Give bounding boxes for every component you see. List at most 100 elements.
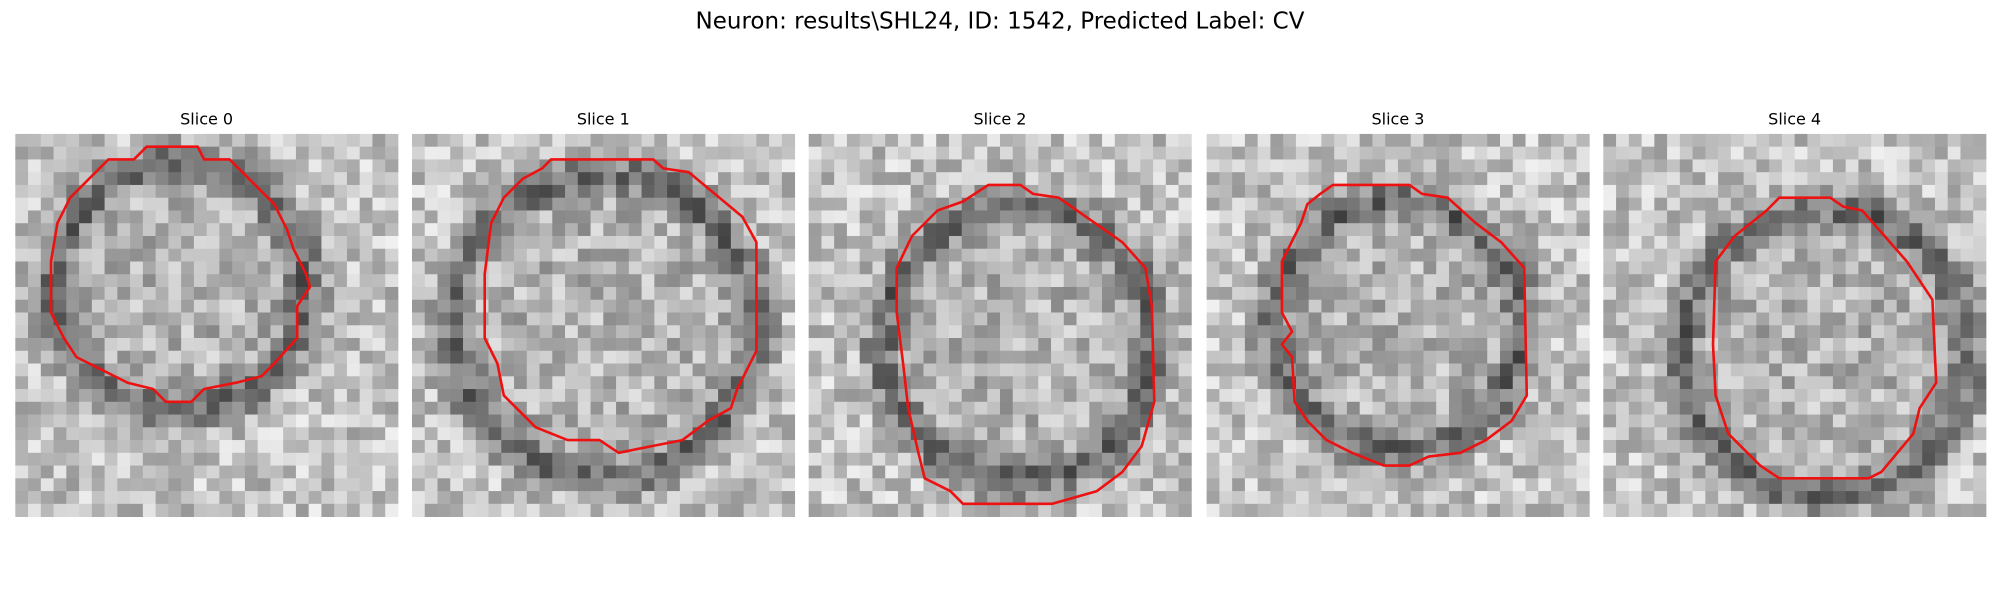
pixel [1127, 338, 1141, 352]
pixel [1232, 159, 1246, 173]
pixel [1000, 261, 1014, 275]
pixel [1448, 286, 1463, 301]
pixel [1102, 440, 1116, 454]
pixel [1525, 401, 1539, 415]
pixel [257, 503, 271, 517]
pixel [181, 478, 195, 492]
pixel [104, 299, 118, 313]
pixel [1769, 452, 1783, 466]
pixel [91, 197, 105, 211]
pixel [1474, 325, 1488, 339]
pixel [1270, 401, 1284, 415]
pixel [1628, 299, 1642, 313]
pixel [987, 465, 1001, 479]
pixel [1244, 338, 1259, 352]
pixel [257, 312, 271, 326]
pixel [1947, 427, 1961, 441]
pixel [1257, 210, 1271, 224]
pixel [1025, 159, 1039, 173]
pixel [1346, 133, 1361, 148]
pixel [219, 223, 233, 237]
pixel [616, 350, 630, 364]
pixel [781, 223, 796, 237]
pixel [1538, 491, 1552, 505]
image-panel [1206, 133, 1590, 517]
pixel [1730, 223, 1745, 237]
pixel [1000, 401, 1014, 415]
pixel [437, 478, 451, 492]
pixel [1487, 210, 1501, 224]
pixel [1718, 172, 1732, 186]
pixel [142, 465, 157, 479]
pixel [155, 223, 169, 237]
pixel [283, 312, 297, 326]
pixel [1960, 261, 1974, 275]
pixel [334, 184, 348, 199]
pixel [1012, 299, 1026, 313]
pixel [808, 210, 822, 224]
pixel [1769, 261, 1783, 275]
pixel [1832, 363, 1847, 377]
pixel [936, 223, 950, 237]
pixel [859, 261, 873, 275]
pixel [1718, 146, 1732, 160]
pixel [28, 210, 42, 224]
pixel [308, 414, 322, 428]
pixel [1051, 363, 1065, 377]
pixel [1960, 491, 1974, 505]
pixel [321, 210, 335, 224]
pixel [1461, 363, 1475, 377]
pixel [1153, 465, 1167, 479]
pixel [1346, 274, 1361, 288]
pixel [1960, 299, 1974, 313]
pixel [936, 261, 950, 275]
pixel [1909, 235, 1923, 250]
pixel [565, 286, 579, 301]
pixel [948, 184, 963, 199]
pixel [321, 184, 335, 199]
pixel [1244, 159, 1259, 173]
pixel [1756, 414, 1770, 428]
pixel [743, 210, 757, 224]
pixel [641, 363, 655, 377]
pixel [424, 414, 438, 428]
pixel [923, 401, 937, 415]
pixel [1178, 172, 1192, 186]
pixel [1730, 261, 1745, 275]
pixel [385, 427, 399, 441]
pixel [1461, 159, 1475, 173]
pixel [679, 210, 694, 224]
pixel [488, 159, 502, 173]
pixel [1947, 491, 1961, 505]
pixel [1922, 401, 1936, 415]
pixel [603, 261, 617, 275]
pixel [1283, 133, 1297, 148]
pixel [539, 325, 553, 339]
pixel [1947, 440, 1961, 454]
pixel [705, 401, 719, 415]
pixel [1206, 274, 1220, 288]
pixel [1359, 312, 1373, 326]
pixel [1461, 465, 1475, 479]
image-panel [15, 133, 399, 517]
pixel [372, 312, 386, 326]
pixel [79, 503, 93, 517]
pixel [1397, 465, 1412, 479]
pixel [526, 235, 540, 250]
pixel [1769, 159, 1783, 173]
pixel [1051, 299, 1065, 313]
pixel [219, 503, 233, 517]
pixel [66, 210, 80, 224]
pixel [1922, 172, 1936, 186]
pixel [565, 440, 579, 454]
pixel [450, 376, 464, 390]
pixel [1947, 376, 1961, 390]
pixel [641, 389, 655, 403]
pixel [1257, 350, 1271, 364]
pixel [1114, 146, 1128, 160]
pixel [1102, 197, 1116, 211]
pixel [590, 491, 604, 505]
pixel [1667, 235, 1681, 250]
pixel [1423, 274, 1437, 288]
pixel [501, 223, 515, 237]
